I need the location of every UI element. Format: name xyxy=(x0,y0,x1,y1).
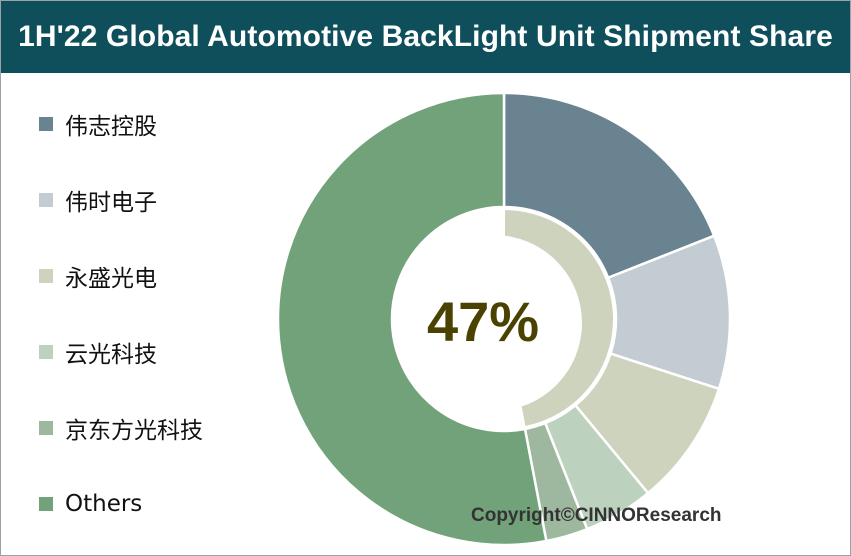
legend-item: 永盛光电 xyxy=(39,259,157,293)
title-bar: 1H'22 Global Automotive BackLight Unit S… xyxy=(1,1,850,73)
chart-title: 1H'22 Global Automotive BackLight Unit S… xyxy=(18,20,833,53)
legend-label: 云光科技 xyxy=(65,342,157,368)
legend-item: 京东方光科技 xyxy=(39,411,203,445)
legend-swatch xyxy=(39,345,53,359)
legend-item: 伟志控股 xyxy=(39,107,157,141)
copyright-text: Copyright©CINNOResearch xyxy=(471,505,722,526)
inner-ring xyxy=(406,207,615,429)
outer-ring xyxy=(276,91,732,547)
legend-label: 伟志控股 xyxy=(65,114,157,140)
legend-item: 伟时电子 xyxy=(39,183,157,217)
center-percent-label: 47% xyxy=(427,290,539,353)
legend-label: Others xyxy=(65,491,143,517)
legend-label: 京东方光科技 xyxy=(65,418,203,444)
legend-item: 云光科技 xyxy=(39,335,157,369)
legend-swatch xyxy=(39,117,53,131)
legend-label: 永盛光电 xyxy=(65,266,157,292)
legend-item: Others xyxy=(39,487,142,521)
slice-6 xyxy=(276,91,548,547)
legend-swatch xyxy=(39,269,53,283)
slice-1 xyxy=(502,91,716,280)
center-hole xyxy=(406,235,582,411)
legend-swatch xyxy=(39,421,53,435)
legend-label: 伟时电子 xyxy=(65,190,157,216)
legend-swatch xyxy=(39,193,53,207)
legend-swatch xyxy=(39,497,53,511)
